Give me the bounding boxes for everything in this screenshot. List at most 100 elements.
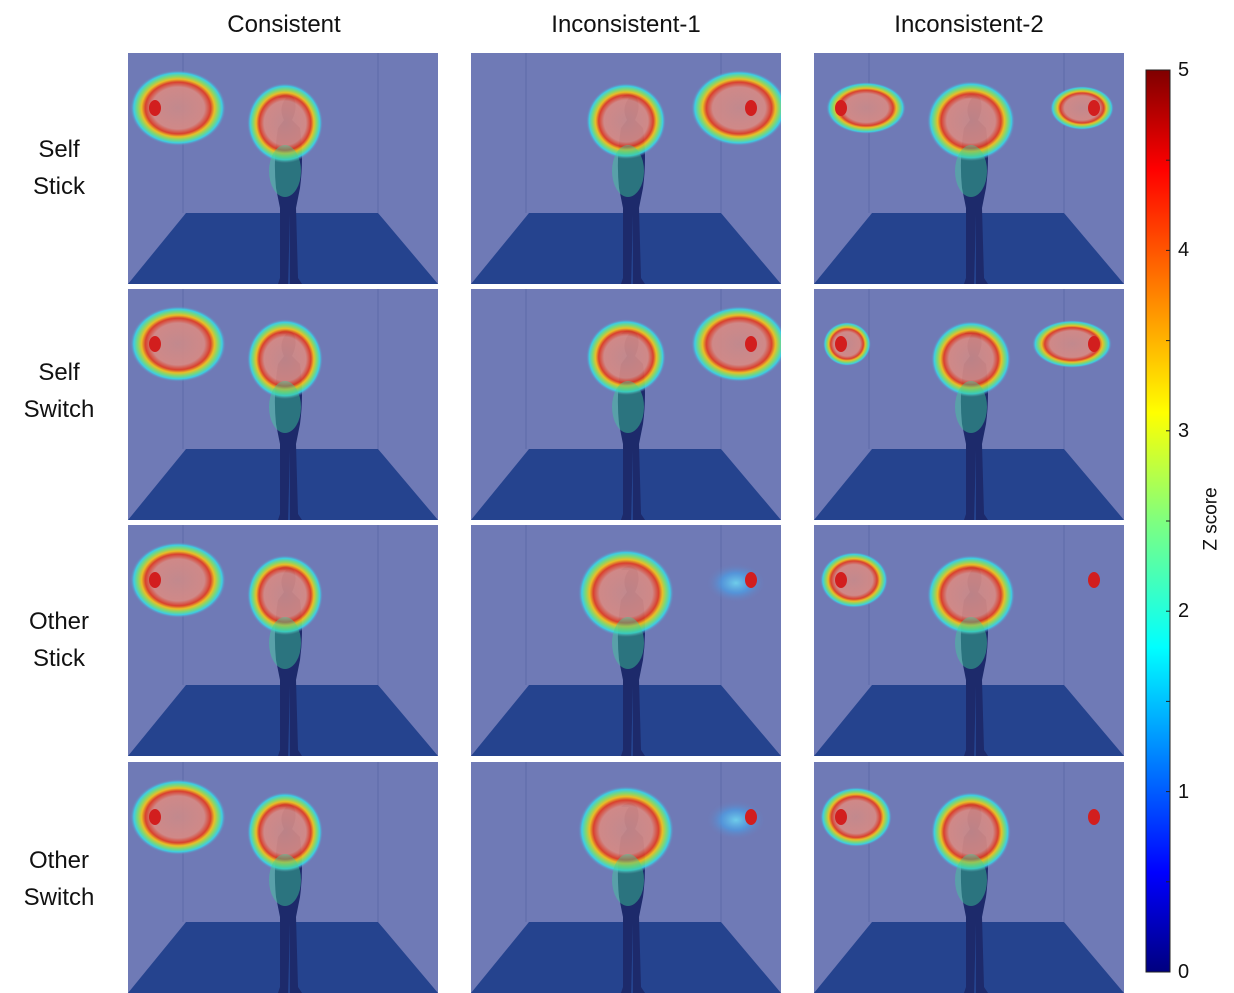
heatmap-panel-r4-c1 — [128, 762, 438, 993]
target-dot — [149, 336, 161, 352]
heat-blob — [1050, 86, 1114, 130]
row-label-line1: Other — [28, 847, 90, 874]
torso-heat — [269, 381, 301, 433]
row-label-3: Other Stick — [0, 603, 118, 677]
heat-blob — [130, 70, 226, 146]
row-label-2: Self Switch — [0, 354, 118, 428]
room-scene — [814, 762, 1124, 993]
heat-blob — [578, 786, 674, 874]
heat-blob — [706, 800, 766, 840]
colorbar-tick-label: 3 — [1178, 419, 1190, 442]
target-dot — [1088, 100, 1100, 116]
column-title-1: Consistent — [227, 11, 341, 38]
heatmap-panel-r4-c2 — [471, 762, 781, 993]
torso-heat — [955, 617, 987, 669]
colorbar-tick-label: 1 — [1178, 780, 1190, 803]
room-scene — [814, 289, 1124, 520]
row-label-line1: Self — [38, 136, 80, 163]
heatmap-panel-r2-c3 — [814, 289, 1124, 520]
heat-blob — [130, 306, 226, 382]
colorbar-tick-label: 2 — [1178, 600, 1190, 623]
heat-blob — [247, 319, 323, 399]
torso-heat — [612, 854, 644, 906]
torso-heat — [269, 854, 301, 906]
heat-blob — [706, 563, 766, 603]
row-label-line1: Other — [28, 608, 90, 635]
heatmap-panel-r1-c3 — [814, 53, 1124, 284]
target-dot — [835, 336, 847, 352]
heat-blob — [927, 555, 1015, 635]
heat-blob — [691, 306, 781, 382]
torso-heat — [955, 381, 987, 433]
target-dot — [1088, 336, 1100, 352]
heatmap-panel-r2-c1 — [128, 289, 438, 520]
torso-heat — [612, 145, 644, 197]
heat-blob — [691, 70, 781, 146]
heatmap-panel-r4-c3 — [814, 762, 1124, 993]
heat-blob — [130, 779, 226, 855]
room-scene — [814, 525, 1124, 756]
heat-blob — [820, 787, 892, 847]
target-dot — [1088, 572, 1100, 588]
heatmap-panel-r3-c2 — [471, 525, 781, 756]
heat-blob — [130, 542, 226, 618]
colorbar-tick-label: 0 — [1178, 961, 1190, 983]
torso-heat — [269, 617, 301, 669]
heat-blob — [931, 321, 1011, 397]
torso-heat — [955, 145, 987, 197]
room-scene — [128, 762, 438, 993]
target-dot — [745, 809, 757, 825]
torso-heat — [269, 145, 301, 197]
target-dot — [149, 809, 161, 825]
colorbar: 5 4 3 2 1 0 Z score — [1140, 59, 1234, 992]
heatmap-panel-r3-c1 — [128, 525, 438, 756]
heat-blob — [586, 83, 666, 159]
column-title-2: Inconsistent-1 — [551, 11, 701, 38]
target-dot — [835, 809, 847, 825]
heatmap-panel-r2-c2 — [471, 289, 781, 520]
heat-blob — [826, 82, 906, 134]
row-label-4: Other Switch — [0, 842, 118, 916]
room-scene — [128, 525, 438, 756]
colorbar-gradient — [1145, 69, 1171, 973]
heatmap-panel-r1-c2 — [471, 53, 781, 284]
room-scene — [471, 762, 781, 993]
heat-blob — [247, 792, 323, 872]
heat-blob — [931, 792, 1011, 872]
room-scene — [471, 53, 781, 284]
heatmap-panel-r1-c1 — [128, 53, 438, 284]
column-title-3: Inconsistent-2 — [894, 11, 1044, 38]
row-label-1: Self Stick — [0, 131, 118, 205]
row-label-line2: Stick — [32, 173, 85, 200]
colorbar-label: Z score — [1200, 487, 1222, 551]
row-label-line2: Stick — [32, 645, 85, 672]
heatmap-panel-r3-c3 — [814, 525, 1124, 756]
row-label-line1: Self — [38, 359, 80, 386]
target-dot — [835, 572, 847, 588]
room-scene — [128, 289, 438, 520]
heat-blob — [247, 83, 323, 163]
row-label-line2: Switch — [23, 396, 95, 423]
room-scene — [128, 53, 438, 284]
heat-blob — [247, 555, 323, 635]
heat-blob — [578, 549, 674, 637]
heat-blob — [1032, 320, 1112, 368]
target-dot — [1088, 809, 1100, 825]
torso-heat — [955, 854, 987, 906]
heat-blob — [820, 552, 888, 608]
target-dot — [149, 572, 161, 588]
target-dot — [745, 572, 757, 588]
target-dot — [745, 100, 757, 116]
torso-heat — [612, 381, 644, 433]
target-dot — [835, 100, 847, 116]
room-scene — [814, 53, 1124, 284]
target-dot — [149, 100, 161, 116]
room-scene — [471, 525, 781, 756]
torso-heat — [612, 617, 644, 669]
target-dot — [745, 336, 757, 352]
heat-blob — [586, 319, 666, 395]
heat-blob — [927, 81, 1015, 161]
row-label-line2: Switch — [23, 884, 95, 911]
colorbar-tick-label: 4 — [1178, 239, 1190, 262]
room-scene — [471, 289, 781, 520]
